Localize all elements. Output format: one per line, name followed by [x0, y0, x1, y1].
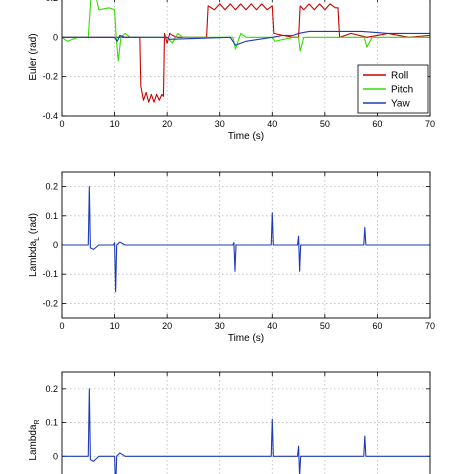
- y-axis-label: LambdaR: [28, 419, 41, 460]
- x-tick-label: 20: [162, 321, 172, 331]
- y-tick-label: 0.2: [45, 384, 58, 394]
- y-axis-label-main: Lambda: [28, 424, 39, 461]
- x-tick-label: 30: [215, 119, 225, 129]
- y-axis-label-main: Lambda: [28, 240, 39, 277]
- plot-area: [62, 372, 430, 474]
- x-tick-label: 20: [162, 119, 172, 129]
- y-tick-label: -0.2: [42, 298, 58, 308]
- x-tick-label: 30: [215, 321, 225, 331]
- legend-entry-yaw: Yaw: [391, 99, 410, 110]
- euler-chart: 0 10 20 30 40 50 60 70 -0.4 -0.2 0 0.2 Time (s) Euler…: [28, 0, 435, 142]
- x-tick-label: 50: [320, 119, 330, 129]
- legend-entry-roll: Roll: [391, 71, 408, 82]
- x-tick-label: 0: [59, 321, 64, 331]
- y-tick-label: 0: [53, 451, 58, 461]
- legend: Roll Pitch Yaw: [357, 64, 429, 114]
- y-tick-label: 0.1: [45, 211, 58, 221]
- series-line-roll: [62, 3, 430, 103]
- series-line-yaw: [62, 30, 430, 46]
- legend-entry-pitch: Pitch: [391, 85, 413, 96]
- lambda-l-chart: 0 10 20 30 40 50 60 70 -0.2 -0.1 0 0.1 0.2 Time (s) La…: [28, 171, 435, 344]
- x-tick-label: 40: [267, 119, 277, 129]
- y-axis-label-unit: (rad): [28, 213, 39, 237]
- x-tick-label: 40: [267, 321, 277, 331]
- axes-box: [61, 371, 431, 474]
- y-tick-label: 0.2: [45, 0, 58, 3]
- y-tick-label: 0: [53, 32, 58, 42]
- x-tick-label: 50: [320, 321, 330, 331]
- y-axis-label: LambdaL (rad): [28, 213, 41, 277]
- y-tick-label: -0.4: [42, 111, 58, 121]
- y-tick-label: 0: [53, 240, 58, 250]
- x-axis-label: Time (s): [228, 333, 264, 344]
- y-axis-label: Euler (rad): [28, 33, 39, 80]
- y-tick-label: -0.1: [42, 269, 58, 279]
- x-tick-label: 10: [110, 321, 120, 331]
- series-line-series-0: [62, 388, 430, 474]
- y-tick-label: 0.1: [45, 418, 58, 428]
- y-axis-label-sub: R: [34, 419, 41, 424]
- series-line-series-0: [62, 186, 430, 293]
- y-tick-label: -0.2: [42, 72, 58, 82]
- axes-box: [61, 171, 431, 319]
- x-axis-label: Time (s): [228, 131, 264, 142]
- x-tick-label: 0: [59, 119, 64, 129]
- x-tick-label: 60: [372, 119, 382, 129]
- y-tick-label: 0.2: [45, 182, 58, 192]
- x-tick-label: 70: [425, 321, 435, 331]
- axes-box: [61, 0, 431, 117]
- series-line-pitch: [62, 0, 430, 62]
- y-axis-label-sub: L: [34, 237, 41, 241]
- x-tick-label: 70: [425, 119, 435, 129]
- x-tick-label: 60: [372, 321, 382, 331]
- x-tick-label: 10: [110, 119, 120, 129]
